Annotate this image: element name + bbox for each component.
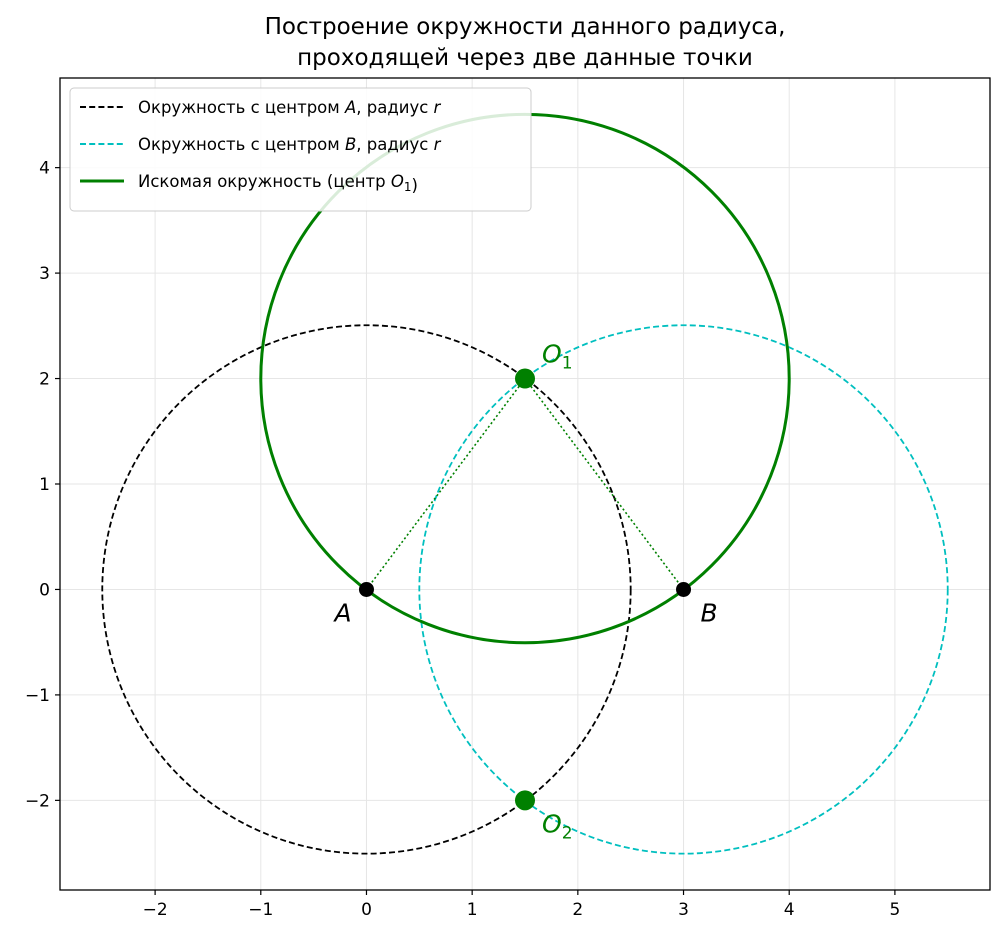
circle-0 [101, 324, 632, 855]
x-tick-label-3: 1 [467, 900, 478, 920]
circle-1 [418, 324, 949, 855]
point-label-1: B [701, 598, 718, 627]
y-tick-label-2: 0 [39, 580, 50, 600]
y-tick-label-0: −2 [25, 791, 50, 811]
y-tick-label-1: −1 [25, 686, 50, 706]
point-marker-2 [515, 368, 535, 389]
x-tick-label-0: −2 [143, 900, 168, 920]
legend-label-1: Окружность с центром B, радиус r [138, 135, 442, 154]
legend-label-0: Окружность с центром A, радиус r [138, 98, 442, 117]
point-marker-0 [358, 581, 374, 597]
axis-ticks: −2 −1 0 1 2 3 4 5 −2 −1 0 1 2 3 4 [25, 159, 900, 920]
segment-0 [365, 378, 526, 590]
x-tick-label-4: 2 [572, 900, 583, 920]
chart-title-line1: Построение окружности данного радиуса, [265, 14, 786, 40]
y-tick-label-5: 3 [39, 264, 50, 284]
x-tick-label-7: 5 [889, 900, 900, 920]
point-label-2: O1 [542, 340, 573, 374]
point-marker-3 [515, 790, 535, 811]
chart-title-line2: проходящей через две данные точки [297, 45, 753, 71]
x-tick-label-5: 3 [678, 900, 689, 920]
x-tick-label-1: −1 [248, 900, 273, 920]
x-tick-label-6: 4 [784, 900, 795, 920]
y-tick-label-4: 2 [39, 370, 50, 390]
legend-label-2: Искомая окружность (центр O1) [138, 172, 418, 195]
y-tick-label-6: 4 [39, 159, 50, 179]
point-label-3: O2 [542, 809, 573, 843]
plot-area [101, 112, 949, 855]
point-marker-1 [676, 581, 692, 597]
y-tick-label-3: 1 [39, 475, 50, 495]
x-tick-label-2: 0 [361, 900, 372, 920]
point-markers: A B O1 O2 [332, 340, 717, 844]
segment-1 [524, 378, 685, 590]
legend: Окружность с центром A, радиус r Окружнос… [69, 87, 532, 212]
point-label-0: A [332, 598, 351, 627]
legend-box [69, 87, 532, 212]
